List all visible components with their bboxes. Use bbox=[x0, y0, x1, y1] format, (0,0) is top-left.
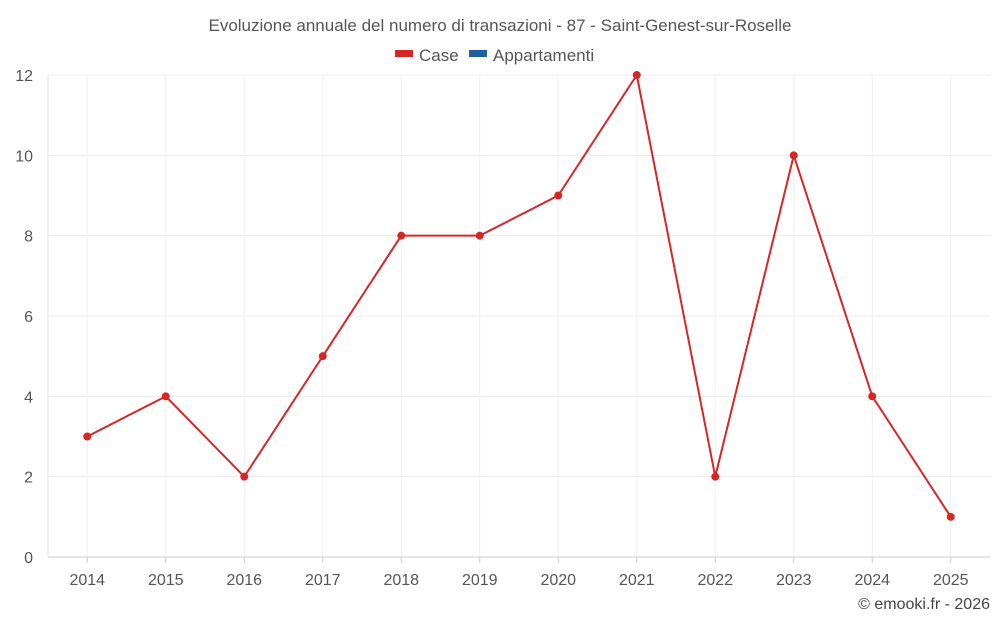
y-tick-label: 6 bbox=[24, 309, 33, 326]
data-point-case[interactable] bbox=[554, 191, 563, 200]
data-point-case[interactable] bbox=[711, 472, 720, 481]
series-line-case bbox=[86, 74, 952, 518]
legend: Case Appartamenti bbox=[395, 46, 594, 65]
y-tick-label: 0 bbox=[24, 550, 33, 567]
series bbox=[83, 71, 955, 521]
credit-text: © emooki.fr - 2026 bbox=[858, 596, 990, 613]
data-point-case[interactable] bbox=[946, 512, 955, 521]
x-tick-label: 2025 bbox=[933, 572, 969, 589]
x-axis-ticks: 2014 2015 2016 2017 2018 2019 2020 2021 2022 2023… bbox=[69, 572, 968, 589]
x-tick-label: 2022 bbox=[697, 572, 733, 589]
y-tick-label: 12 bbox=[15, 68, 33, 85]
y-tick-label: 4 bbox=[24, 389, 33, 406]
legend-item-appartamenti[interactable]: Appartamenti bbox=[469, 46, 594, 65]
data-point-case[interactable] bbox=[868, 392, 877, 401]
data-point-case[interactable] bbox=[83, 432, 92, 441]
legend-label-appartamenti: Appartamenti bbox=[493, 46, 594, 65]
data-point-case[interactable] bbox=[240, 472, 249, 481]
x-tick-label: 2020 bbox=[540, 572, 576, 589]
x-tick-label: 2017 bbox=[305, 572, 341, 589]
x-tick-label: 2015 bbox=[148, 572, 184, 589]
y-tick-label: 8 bbox=[24, 229, 33, 246]
x-tick-label: 2023 bbox=[776, 572, 812, 589]
grid bbox=[48, 74, 990, 557]
legend-label-case: Case bbox=[419, 46, 459, 65]
y-tick-label: 10 bbox=[15, 148, 33, 165]
x-tick-label: 2021 bbox=[619, 572, 655, 589]
data-point-case[interactable] bbox=[318, 352, 327, 361]
data-point-case[interactable] bbox=[397, 231, 406, 240]
legend-item-case[interactable]: Case bbox=[395, 46, 459, 65]
data-point-case[interactable] bbox=[161, 392, 170, 401]
y-tick-label: 2 bbox=[24, 470, 33, 487]
legend-swatch-case bbox=[395, 50, 413, 57]
data-point-case[interactable] bbox=[789, 151, 798, 160]
chart-title: Evoluzione annuale del numero di transaz… bbox=[208, 16, 791, 35]
x-tick-label: 2024 bbox=[854, 572, 890, 589]
legend-swatch-appartamenti bbox=[469, 50, 487, 57]
data-point-case[interactable] bbox=[632, 71, 641, 79]
data-point-case[interactable] bbox=[475, 231, 484, 240]
y-axis-ticks: 0 2 4 6 8 10 12 bbox=[15, 68, 33, 567]
axes bbox=[47, 75, 990, 563]
x-tick-label: 2018 bbox=[383, 572, 419, 589]
x-tick-label: 2019 bbox=[462, 572, 498, 589]
x-tick-label: 2016 bbox=[226, 572, 262, 589]
x-tick-label: 2014 bbox=[69, 572, 105, 589]
